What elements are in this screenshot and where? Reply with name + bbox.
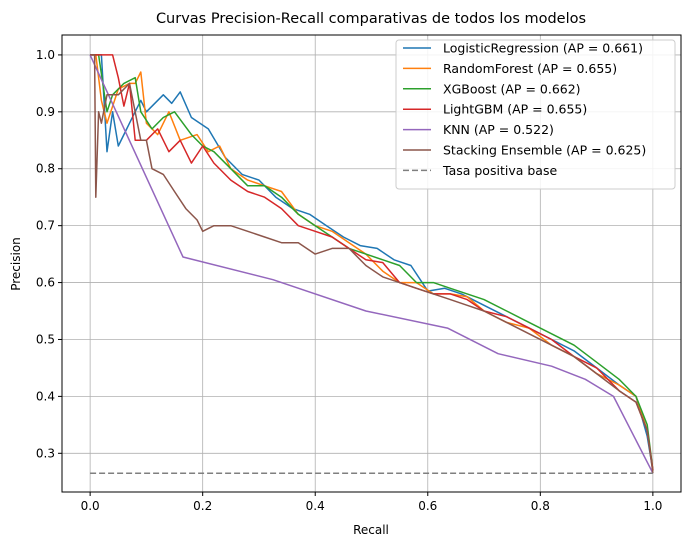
legend-entry: KNN (AP = 0.522) (443, 122, 554, 137)
y-tick-label: 0.3 (36, 446, 55, 460)
x-axis-ticks: 0.0 0.2 0.4 0.6 0.8 1.0 (81, 492, 662, 513)
legend-entry: XGBoost (AP = 0.662) (443, 81, 581, 96)
x-tick-label: 0.4 (306, 499, 325, 513)
series-line-lightgbm (90, 54, 654, 471)
y-axis-ticks: 0.3 0.4 0.5 0.6 0.7 0.8 0.9 1.0 (36, 48, 62, 460)
legend-entry: LightGBM (AP = 0.655) (443, 102, 587, 117)
y-tick-label: 1.0 (36, 48, 55, 62)
y-tick-label: 0.6 (36, 276, 55, 290)
legend: LogisticRegression (AP = 0.661) RandomFor… (395, 39, 676, 190)
y-tick-label: 0.7 (36, 219, 55, 233)
x-tick-label: 0.2 (193, 499, 212, 513)
x-tick-label: 0.8 (531, 499, 550, 513)
y-tick-label: 0.5 (36, 332, 55, 346)
x-tick-label: 1.0 (643, 499, 662, 513)
legend-entry: LogisticRegression (AP = 0.661) (443, 41, 643, 56)
series-line-xgboost (90, 54, 654, 471)
series-line-knn (89, 54, 654, 474)
legend-entry: Tasa positiva base (442, 163, 557, 178)
y-tick-label: 0.8 (36, 162, 55, 176)
legend-entry: RandomForest (AP = 0.655) (443, 61, 617, 76)
grid-lines (62, 35, 681, 492)
x-tick-label: 0.0 (81, 499, 100, 513)
plot-frame (61, 34, 682, 493)
y-tick-label: 0.9 (36, 105, 55, 119)
series-layer (89, 54, 654, 474)
x-tick-label: 0.6 (418, 499, 437, 513)
x-axis-label: Recall (353, 523, 389, 537)
legend-entry: Stacking Ensemble (AP = 0.625) (443, 143, 646, 158)
y-axis-label: Precision (9, 237, 23, 291)
legend-box (395, 39, 676, 190)
series-line-stacking (90, 54, 654, 474)
chart-title: Curvas Precision-Recall comparativas de … (156, 11, 586, 27)
y-tick-label: 0.4 (36, 389, 55, 403)
